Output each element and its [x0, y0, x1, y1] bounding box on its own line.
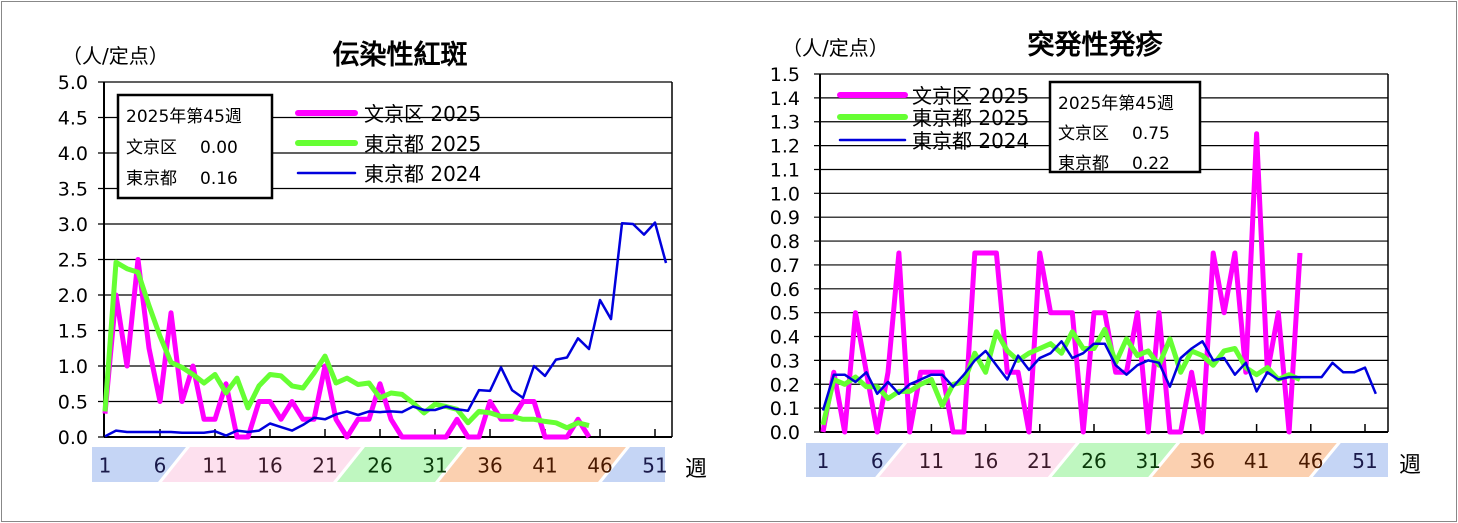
week-band-segment	[162, 447, 361, 482]
x-tick-label: 26	[367, 454, 392, 478]
y-tick-label: 2.0	[58, 285, 88, 307]
week-band-segment	[602, 447, 665, 482]
series-line-tokyo-2024	[821, 340, 1377, 411]
x-tick-label: 16	[973, 449, 998, 473]
legend-label: 東京都 2024	[912, 129, 1029, 153]
x-tick-label: 1	[99, 454, 112, 478]
y-tick-label: 1.1	[770, 159, 800, 181]
y-tick-label: 0.4	[770, 327, 800, 349]
x-tick-label: 11	[919, 449, 944, 473]
series-line-tokyo-2024	[104, 221, 668, 438]
x-tick-label: 21	[312, 454, 337, 478]
y-tick-label: 2.5	[58, 250, 88, 272]
x-tick-label: 46	[587, 454, 612, 478]
week-band-segment	[92, 447, 186, 482]
chart-title: 伝染性紅斑	[333, 40, 468, 71]
y-tick-label: 5.0	[58, 72, 88, 94]
x-tick-label: 41	[532, 454, 557, 478]
y-tick-label: 4.0	[58, 143, 88, 165]
x-tick-label: 31	[422, 454, 447, 478]
legend-label: 文京区 2025	[912, 84, 1029, 108]
x-tick-label: 26	[1081, 449, 1106, 473]
stats-row-value: 0.16	[200, 169, 238, 189]
x-axis-label: 週	[685, 457, 707, 482]
x-tick-label: 46	[1298, 449, 1323, 473]
y-tick-label: 0.3	[770, 350, 800, 372]
y-tick-label: 0.5	[770, 303, 800, 325]
week-band-segment	[439, 447, 626, 482]
y-tick-label: 1.4	[770, 88, 800, 110]
week-band-segment	[879, 443, 1076, 477]
y-tick-label: 1.0	[770, 183, 800, 205]
x-tick-label: 51	[1352, 449, 1377, 473]
y-tick-label: 0.9	[770, 207, 800, 229]
week-band-segment	[1312, 443, 1388, 477]
legend-label: 東京都 2025	[912, 106, 1029, 130]
week-band-segment	[806, 443, 904, 477]
y-tick-label: 0.2	[770, 374, 800, 396]
week-band-segment	[337, 447, 463, 482]
y-tick-label: 1.5	[770, 64, 800, 86]
x-tick-label: 11	[202, 454, 227, 478]
legend-label: 文京区 2025	[364, 102, 481, 126]
legend-label: 東京都 2024	[364, 162, 481, 186]
stats-row-label: 東京都	[1058, 154, 1109, 174]
stats-row-label: 文京区	[126, 138, 177, 158]
x-axis-label: 週	[1399, 453, 1421, 478]
y-tick-label: 1.0	[58, 356, 88, 378]
x-tick-label: 16	[257, 454, 282, 478]
y-tick-label: 0.6	[770, 279, 800, 301]
y-tick-label: 0.8	[770, 231, 800, 253]
series-line-tokyo-2025	[820, 326, 1302, 426]
y-tick-label: 0.0	[770, 422, 800, 444]
x-tick-label: 36	[1190, 449, 1215, 473]
chart-1: 0.00.51.01.52.02.53.03.54.04.55.01 6 11 16 2…	[58, 40, 707, 482]
y-tick-label: 1.2	[770, 136, 800, 158]
legend-label: 東京都 2025	[364, 132, 481, 156]
stats-row-label: 東京都	[126, 169, 177, 189]
chart-title: 突発性発疹	[1028, 29, 1164, 61]
y-tick-label: 3.5	[58, 179, 88, 201]
stats-row-label: 文京区	[1058, 124, 1109, 144]
stats-box	[1048, 80, 1202, 174]
y-tick-label: 0.1	[770, 398, 800, 420]
stats-heading: 2025年第45週	[1058, 94, 1174, 114]
stats-row-value: 0.75	[1132, 124, 1170, 144]
x-tick-label: 1	[817, 449, 830, 473]
y-tick-label: 1.3	[770, 112, 800, 134]
x-tick-label: 6	[154, 454, 167, 478]
y-axis-unit-label: （人/定点）	[782, 36, 889, 60]
y-tick-label: 0.0	[58, 427, 88, 449]
y-tick-label: 0.5	[58, 392, 88, 414]
stats-box	[116, 93, 274, 200]
x-tick-label: 41	[1244, 449, 1269, 473]
x-tick-label: 6	[871, 449, 884, 473]
series-line-tokyo-2025	[102, 259, 590, 431]
y-tick-label: 4.5	[58, 108, 88, 130]
week-band-segment	[1051, 443, 1177, 477]
stats-row-value: 0.22	[1132, 154, 1170, 174]
x-tick-label: 21	[1027, 449, 1052, 473]
y-tick-label: 3.0	[58, 214, 88, 236]
y-tick-label: 0.7	[770, 255, 800, 277]
stats-row-value: 0.00	[200, 138, 238, 158]
x-tick-label: 31	[1135, 449, 1160, 473]
stats-heading: 2025年第45週	[126, 107, 242, 127]
y-axis-unit-label: （人/定点）	[62, 44, 169, 68]
x-tick-label: 36	[477, 454, 502, 478]
x-tick-label: 51	[642, 454, 667, 478]
chart-2: 0.00.10.20.30.40.50.60.70.80.91.01.11.21…	[770, 29, 1421, 478]
week-band-segment	[1152, 443, 1337, 477]
y-tick-label: 1.5	[58, 321, 88, 343]
